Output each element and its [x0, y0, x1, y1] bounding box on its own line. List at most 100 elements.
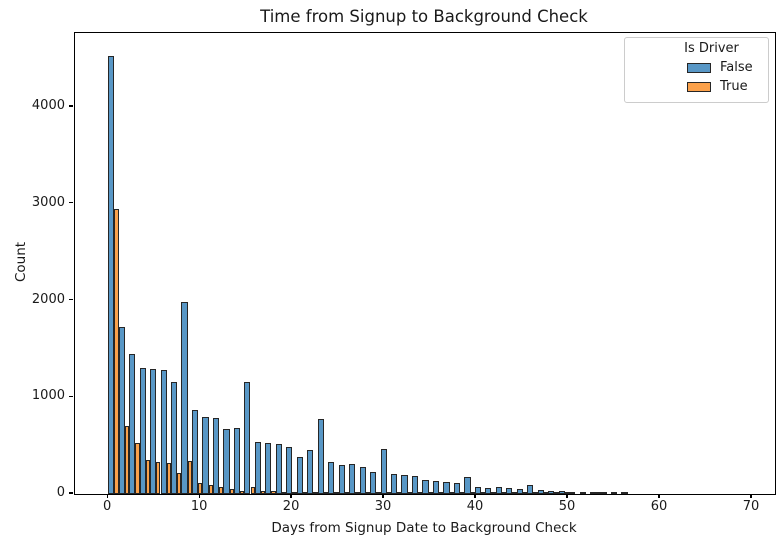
- histogram-bar-false: [254, 441, 261, 494]
- histogram-bar-false: [338, 465, 345, 494]
- x-tick-label: 0: [102, 499, 112, 514]
- histogram-bar-true: [449, 492, 454, 494]
- histogram-bar-false: [537, 489, 544, 494]
- histogram-bar-true: [281, 492, 287, 494]
- histogram-bar-true: [124, 426, 130, 494]
- histogram-bar-true: [460, 492, 465, 494]
- histogram-bar-true: [156, 461, 161, 494]
- legend-label-true: True: [720, 79, 748, 94]
- histogram-bar-true: [229, 488, 234, 494]
- histogram-bar-false: [432, 481, 440, 494]
- histogram-bar-true: [187, 460, 192, 494]
- plot-area: [74, 32, 776, 495]
- histogram-bar-true: [480, 492, 486, 494]
- histogram-bar-false: [495, 486, 502, 494]
- histogram-bar-false: [401, 474, 408, 494]
- x-tick-mark: [658, 494, 660, 498]
- histogram-bar-false: [390, 474, 398, 494]
- x-tick-mark: [198, 494, 200, 498]
- x-tick-label: 10: [190, 499, 208, 514]
- histogram-bar-false: [600, 492, 607, 494]
- x-tick-mark: [566, 494, 568, 498]
- histogram-bar-true: [145, 459, 151, 494]
- histogram-bar-false: [464, 477, 471, 494]
- histogram-bar-true: [302, 492, 308, 494]
- histogram-bar-true: [166, 463, 171, 494]
- histogram-bar-false: [590, 491, 597, 494]
- histogram-bar-false: [558, 490, 565, 494]
- histogram-bar-false: [108, 55, 115, 494]
- histogram-bar-false: [527, 484, 534, 494]
- histogram-bar-false: [223, 428, 230, 494]
- y-tick-mark: [69, 395, 73, 397]
- histogram-bar-true: [407, 492, 412, 494]
- histogram-bar-false: [160, 370, 167, 494]
- histogram-bar-true: [240, 490, 245, 494]
- histogram-bar-false: [359, 467, 366, 494]
- histogram-bar-false: [474, 486, 481, 494]
- x-tick-mark: [750, 494, 752, 498]
- histogram-bar-false: [286, 446, 293, 494]
- histogram-bar-false: [516, 488, 523, 494]
- histogram-bar-true: [219, 487, 224, 494]
- legend-row-true: True: [633, 77, 760, 96]
- y-axis-label: Count: [13, 241, 29, 283]
- histogram-bar-false: [328, 462, 335, 494]
- histogram-bar-true: [135, 443, 140, 494]
- legend-row-false: False: [633, 58, 760, 77]
- histogram-bar-false: [611, 492, 618, 494]
- histogram-bar-false: [621, 492, 628, 494]
- histogram-bar-false: [139, 368, 146, 494]
- histogram-bar-false: [422, 480, 429, 494]
- histogram-bar-true: [512, 492, 517, 494]
- histogram-bar-false: [307, 450, 314, 494]
- histogram-bar-true: [114, 208, 119, 494]
- x-tick-mark: [290, 494, 292, 498]
- histogram-bar-false: [443, 481, 450, 494]
- histogram-bar-false: [485, 488, 492, 494]
- histogram-bar-true: [470, 492, 475, 494]
- histogram-bar-true: [208, 485, 213, 494]
- x-tick-label: 30: [374, 499, 392, 514]
- histogram-bar-true: [313, 492, 318, 494]
- histogram-bar-false: [296, 457, 303, 494]
- y-tick-label: 3000: [31, 194, 65, 210]
- histogram-bar-true: [386, 492, 391, 494]
- legend-title: Is Driver: [684, 41, 739, 56]
- y-tick-label: 2000: [31, 291, 65, 307]
- histogram-bar-true: [491, 492, 496, 494]
- histogram-bar-true: [439, 492, 444, 494]
- histogram-bar-false: [150, 369, 157, 494]
- histogram-bar-true: [397, 492, 402, 494]
- histogram-bar-true: [522, 492, 528, 494]
- histogram-bar-false: [212, 417, 220, 494]
- histogram-bar-false: [244, 381, 251, 494]
- y-tick-label: 0: [56, 485, 65, 500]
- legend-swatch-false: [687, 62, 711, 73]
- histogram-bar-false: [380, 448, 387, 494]
- histogram-bar-true: [501, 492, 507, 494]
- histogram-bar-true: [554, 492, 559, 494]
- histogram-bar-false: [579, 492, 586, 494]
- histogram-bar-true: [271, 491, 276, 494]
- histogram-bar-false: [181, 302, 188, 494]
- y-tick-label: 1000: [31, 388, 65, 404]
- histogram-bar-true: [564, 492, 570, 494]
- histogram-bar-true: [376, 492, 381, 494]
- x-tick-label: 20: [282, 499, 300, 514]
- histogram-bar-true: [177, 472, 182, 494]
- x-tick-label: 40: [466, 499, 484, 514]
- x-tick-label: 60: [650, 499, 668, 514]
- histogram-bar-true: [292, 491, 297, 494]
- histogram-bar-false: [453, 482, 461, 494]
- histogram-bar-false: [170, 382, 178, 494]
- y-tick-mark: [69, 492, 73, 494]
- histogram-bar-false: [118, 326, 125, 494]
- histogram-bar-true: [418, 492, 423, 494]
- histogram-bar-true: [365, 492, 371, 494]
- histogram-bar-true: [344, 492, 350, 494]
- legend: Is Driver False True: [624, 37, 769, 103]
- histogram-bar-false: [191, 409, 199, 494]
- histogram-bar-false: [411, 476, 419, 494]
